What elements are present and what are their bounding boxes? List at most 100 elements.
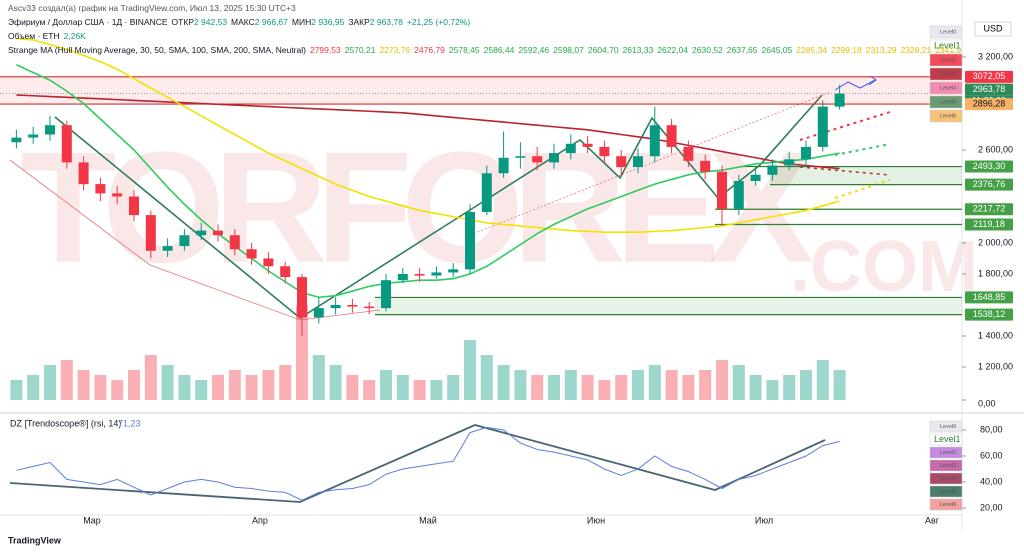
level-badge bbox=[929, 67, 963, 81]
price-label: 2376,76 bbox=[973, 179, 1006, 189]
rsi-trend-drawing bbox=[9, 424, 826, 503]
candle-body bbox=[78, 162, 89, 185]
volume-bar bbox=[10, 380, 23, 400]
candle-body bbox=[582, 143, 593, 147]
volume-bar bbox=[111, 380, 124, 400]
zone bbox=[375, 297, 962, 315]
level-badge bbox=[929, 433, 963, 446]
y-tick-label: 80,00 bbox=[980, 424, 1003, 434]
candle-body bbox=[95, 184, 106, 194]
candle-body bbox=[633, 156, 643, 168]
indicator-name: Strange MA (Hull Moving Average, 30, 50,… bbox=[8, 45, 306, 55]
currency[interactable]: USD bbox=[983, 23, 1003, 33]
candle-body bbox=[45, 125, 55, 135]
trend-drawing bbox=[54, 94, 823, 319]
y-tick-label: 1 800,00 bbox=[978, 268, 1013, 278]
x-tick-label: Июл bbox=[755, 515, 773, 525]
volume-bar bbox=[77, 370, 90, 400]
candle-body bbox=[801, 146, 811, 160]
ohlc-value: 2 963,78 bbox=[369, 17, 403, 27]
candle-body bbox=[549, 153, 559, 163]
x-tick-label: Май bbox=[419, 515, 437, 525]
candle-body bbox=[683, 146, 694, 161]
candle-body bbox=[280, 266, 291, 278]
y-tick-label: 40,00 bbox=[980, 476, 1003, 486]
level-badge-label: Level2 bbox=[940, 57, 956, 63]
indicator-value: 2313,29 bbox=[865, 45, 897, 55]
indicator-value: 2476,79 bbox=[414, 45, 445, 55]
candle-body bbox=[263, 258, 274, 267]
volume-bar bbox=[396, 375, 409, 400]
price-label: 2896,28 bbox=[973, 98, 1006, 108]
price-label-bg bbox=[965, 98, 1013, 111]
volume-bar bbox=[464, 340, 476, 400]
author-line: Ascv33 создал(а) график на TradingView.c… bbox=[8, 3, 296, 13]
ohlc-label: МИН bbox=[291, 17, 312, 27]
y-tick-label: 3 200,00 bbox=[978, 51, 1013, 61]
volume-label: Объем · ETH bbox=[8, 31, 60, 41]
volume-bar bbox=[480, 355, 493, 400]
volume-bar bbox=[598, 380, 611, 400]
level-badge bbox=[929, 95, 963, 109]
level-badge bbox=[929, 498, 963, 511]
volume-bar bbox=[430, 380, 443, 400]
level-badge-label: Level4 bbox=[940, 85, 956, 91]
level-badge-label: Level5 bbox=[940, 99, 956, 105]
volume-bar bbox=[60, 360, 73, 400]
price-label: 2963,78 bbox=[973, 84, 1006, 94]
level-badge-label: Level4 bbox=[940, 476, 956, 482]
volume-line: Объем · ETH 2,26K bbox=[8, 31, 90, 41]
volume-bar bbox=[615, 375, 628, 400]
level-badge bbox=[929, 39, 963, 53]
candle-body bbox=[196, 230, 207, 236]
volume-bar bbox=[245, 375, 258, 400]
candle-body bbox=[649, 125, 660, 157]
level-badge bbox=[929, 459, 963, 472]
level-badge bbox=[929, 109, 963, 123]
volume-bar bbox=[816, 360, 829, 400]
indicator-value: 2645,05 bbox=[761, 45, 793, 55]
indicator-value: 2598,07 bbox=[553, 45, 584, 55]
candle-body bbox=[414, 274, 425, 276]
volume-bar bbox=[699, 370, 712, 400]
indicator-value: 2592,46 bbox=[518, 45, 550, 55]
level-badge-label: Level0 bbox=[940, 29, 956, 35]
moving-average bbox=[16, 64, 840, 299]
candle-body bbox=[112, 193, 123, 197]
ohlc-value: 2 942,53 bbox=[193, 17, 228, 27]
volume-bar bbox=[732, 365, 745, 400]
rsi-line bbox=[16, 426, 840, 501]
volume-bar bbox=[312, 355, 325, 400]
indicator-value: 2273,76 bbox=[379, 45, 411, 55]
volume-bar bbox=[833, 370, 846, 400]
candle-body bbox=[229, 235, 240, 250]
price-label-bg bbox=[965, 291, 1013, 304]
projection-arrow bbox=[834, 79, 876, 91]
volume-bar bbox=[363, 380, 376, 400]
volume-bar bbox=[716, 360, 728, 400]
level-badge-label: Level3 bbox=[940, 71, 956, 77]
price-label-bg bbox=[965, 308, 1013, 321]
currency-box[interactable] bbox=[974, 21, 1012, 37]
volume-bar bbox=[447, 375, 460, 400]
indicator-value: 2570,21 bbox=[344, 45, 376, 55]
level-badge-label: Level0 bbox=[940, 424, 956, 430]
candle-body bbox=[733, 181, 744, 209]
indicator-value: 2637,65 bbox=[726, 45, 758, 55]
ohlc-value: 2 936,95 bbox=[311, 17, 345, 27]
candle-body bbox=[364, 306, 375, 309]
y-tick-label: 20,00 bbox=[980, 502, 1003, 512]
indicator-value: 2299,18 bbox=[830, 45, 862, 55]
level-badge bbox=[929, 25, 963, 39]
indicator-value: 2622,04 bbox=[657, 45, 689, 55]
indicator-value: 2613,33 bbox=[622, 45, 654, 55]
indicator-value: 2799,53 bbox=[309, 45, 341, 55]
x-tick-label: Мар bbox=[83, 515, 101, 525]
price-label: 2493,30 bbox=[973, 161, 1006, 171]
logo: TradingView bbox=[8, 535, 62, 545]
projection-line bbox=[799, 166, 891, 176]
rsi-title: DZ [Trendoscope®] (rsi, 14) bbox=[10, 418, 121, 428]
candle-body bbox=[431, 272, 442, 276]
ohlc-value: 2 966,67 bbox=[254, 17, 288, 27]
